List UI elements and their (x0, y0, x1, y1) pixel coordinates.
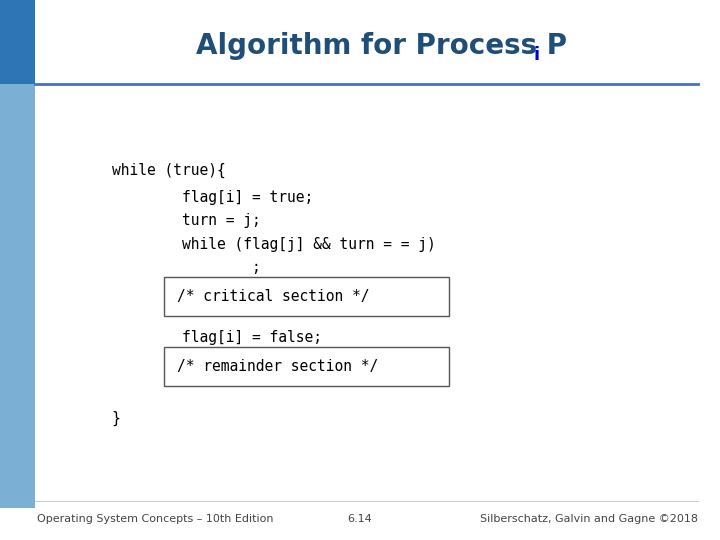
Bar (164, 277, 449, 316)
Bar (0, 84, 35, 508)
Text: flag[i] = false;: flag[i] = false; (112, 330, 322, 345)
Bar (164, 347, 449, 386)
Text: Silberschatz, Galvin and Gagne ©2018: Silberschatz, Galvin and Gagne ©2018 (480, 515, 698, 524)
Bar (0, 0, 35, 84)
Text: 6.14: 6.14 (348, 515, 372, 524)
Text: turn = j;: turn = j; (112, 213, 261, 228)
Text: /* remainder section */: /* remainder section */ (177, 359, 379, 374)
Text: }: } (112, 411, 120, 426)
Text: while (true){: while (true){ (112, 163, 225, 178)
Bar (35, 0, 720, 84)
Text: Algorithm for Process P: Algorithm for Process P (196, 32, 567, 60)
Text: while (flag[j] && turn = = j): while (flag[j] && turn = = j) (112, 237, 436, 252)
Text: ;: ; (112, 260, 261, 275)
Text: i: i (534, 46, 540, 64)
Text: Operating System Concepts – 10th Edition: Operating System Concepts – 10th Edition (37, 515, 274, 524)
Text: /* critical section */: /* critical section */ (177, 289, 369, 304)
Text: flag[i] = true;: flag[i] = true; (112, 190, 313, 205)
